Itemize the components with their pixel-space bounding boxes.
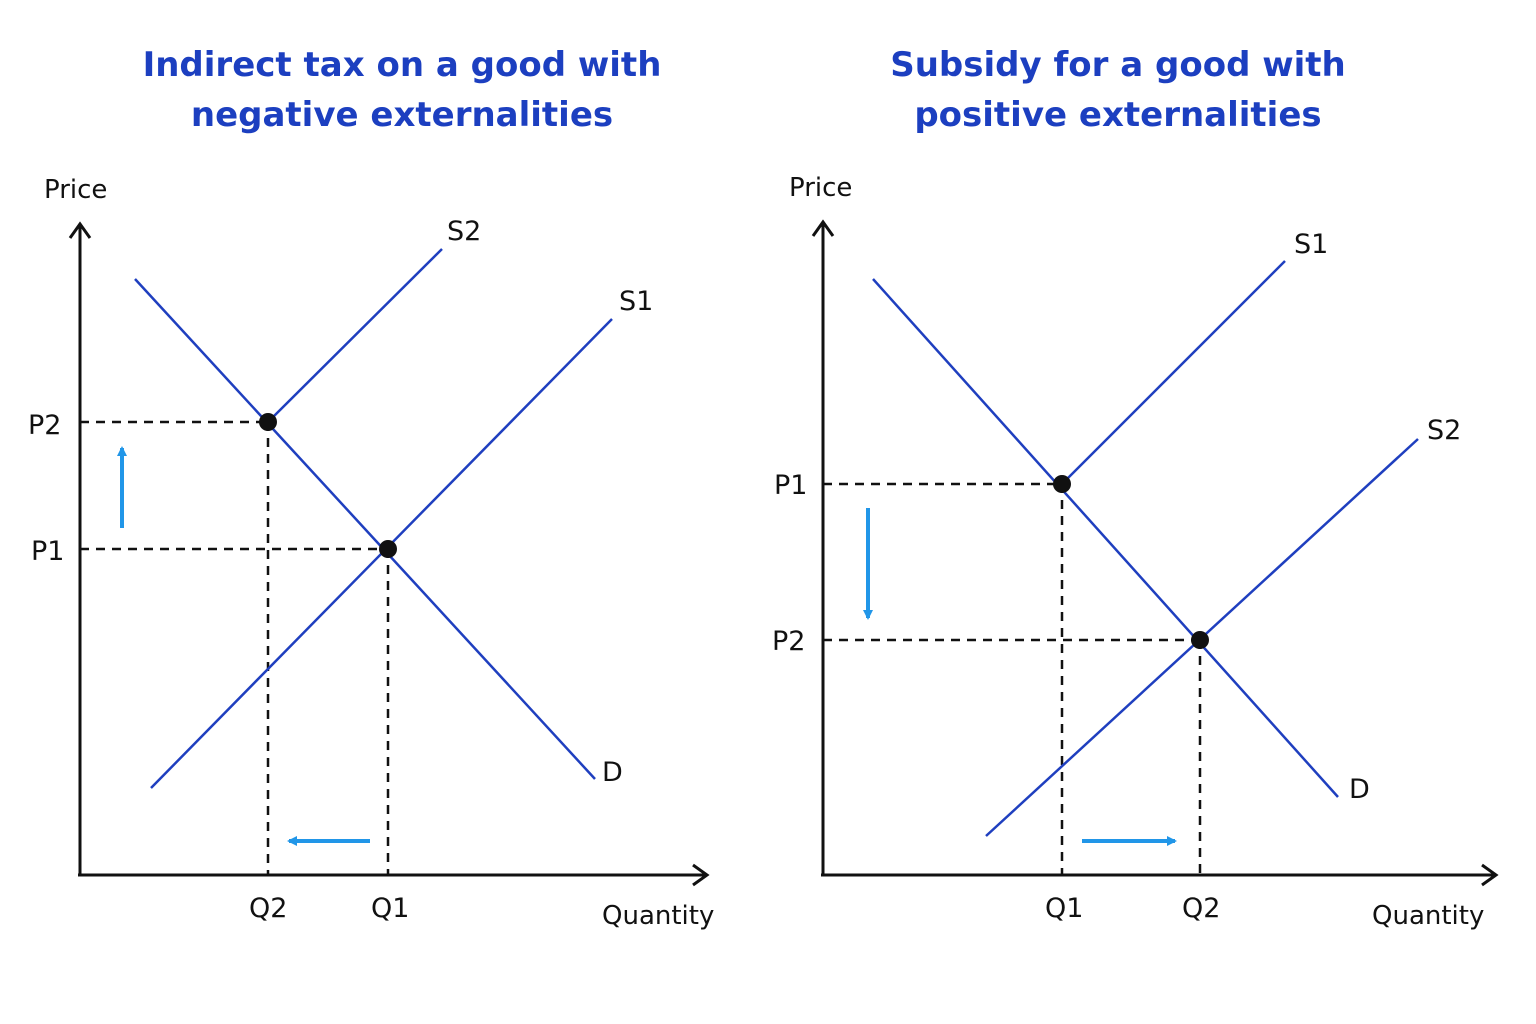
right-diagram: Price Quantity S1 S2 D P1 P2 Q1 Q2: [772, 173, 1499, 931]
right-s2-label: S2: [1427, 415, 1461, 446]
left-y-axis-label: Price: [44, 175, 107, 205]
left-s2-label: S2: [447, 216, 481, 247]
right-x-axis: [821, 863, 1499, 887]
right-panel-title: Subsidy for a good with positive externa…: [808, 40, 1428, 140]
right-d-label: D: [1349, 774, 1370, 805]
right-y-axis-label: Price: [789, 173, 852, 203]
right-s1-label: S1: [1294, 229, 1328, 260]
left-d-label: D: [602, 757, 623, 788]
left-title-line-2: negative externalities: [190, 95, 614, 135]
right-equilibrium-original: [1053, 475, 1071, 493]
left-p2-label: P2: [28, 410, 61, 441]
right-q2-label: Q2: [1182, 893, 1220, 924]
left-p1-label: P1: [31, 536, 64, 567]
left-equilibrium-new: [259, 413, 277, 431]
right-q1-label: Q1: [1045, 893, 1083, 924]
left-y-axis: [68, 221, 92, 875]
left-x-axis: [78, 863, 710, 887]
right-title-line-1: Subsidy for a good with: [890, 45, 1346, 85]
right-y-axis: [811, 219, 835, 875]
right-demand-curve: [872, 278, 1339, 798]
left-panel-title: Indirect tax on a good with negative ext…: [92, 40, 712, 140]
left-q1-label: Q1: [371, 893, 409, 924]
left-equilibrium-original: [379, 540, 397, 558]
left-demand-curve: [134, 278, 596, 780]
right-equilibrium-new: [1191, 631, 1209, 649]
left-title-line-1: Indirect tax on a good with: [142, 45, 662, 85]
left-s1-label: S1: [619, 286, 653, 317]
right-p1-label: P1: [774, 470, 807, 501]
right-p2-label: P2: [772, 626, 805, 657]
left-q2-label: Q2: [249, 893, 287, 924]
right-x-axis-label: Quantity: [1372, 901, 1484, 931]
left-supply-s2-curve: [267, 248, 443, 423]
right-title-line-2: positive externalities: [914, 95, 1322, 135]
left-diagram: Price Quantity S2 S1 D P2 P1 Q2 Q1: [28, 175, 714, 931]
right-supply-s1-curve: [1061, 260, 1286, 485]
left-x-axis-label: Quantity: [602, 901, 714, 931]
